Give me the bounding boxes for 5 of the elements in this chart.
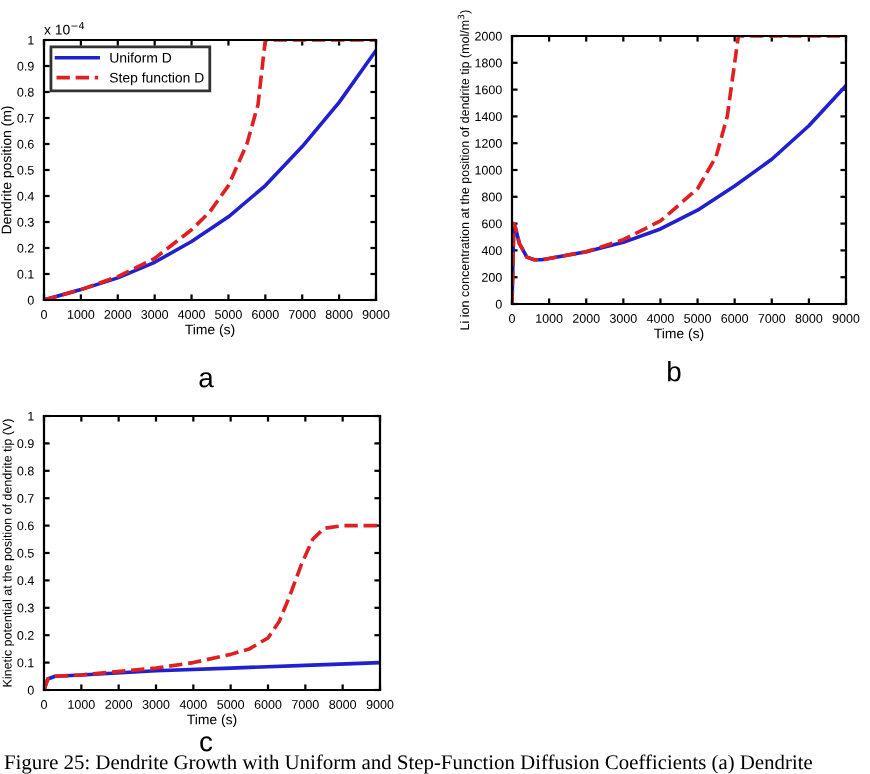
caption: Figure 25: Dendrite Growth with Uniform and Step-Function Diffusion Coefficients (a) Dendrite xyxy=(4,754,812,774)
text: a xyxy=(199,372,214,388)
text: b xyxy=(668,361,681,382)
text: c xyxy=(200,736,213,752)
line-series xyxy=(512,36,846,304)
